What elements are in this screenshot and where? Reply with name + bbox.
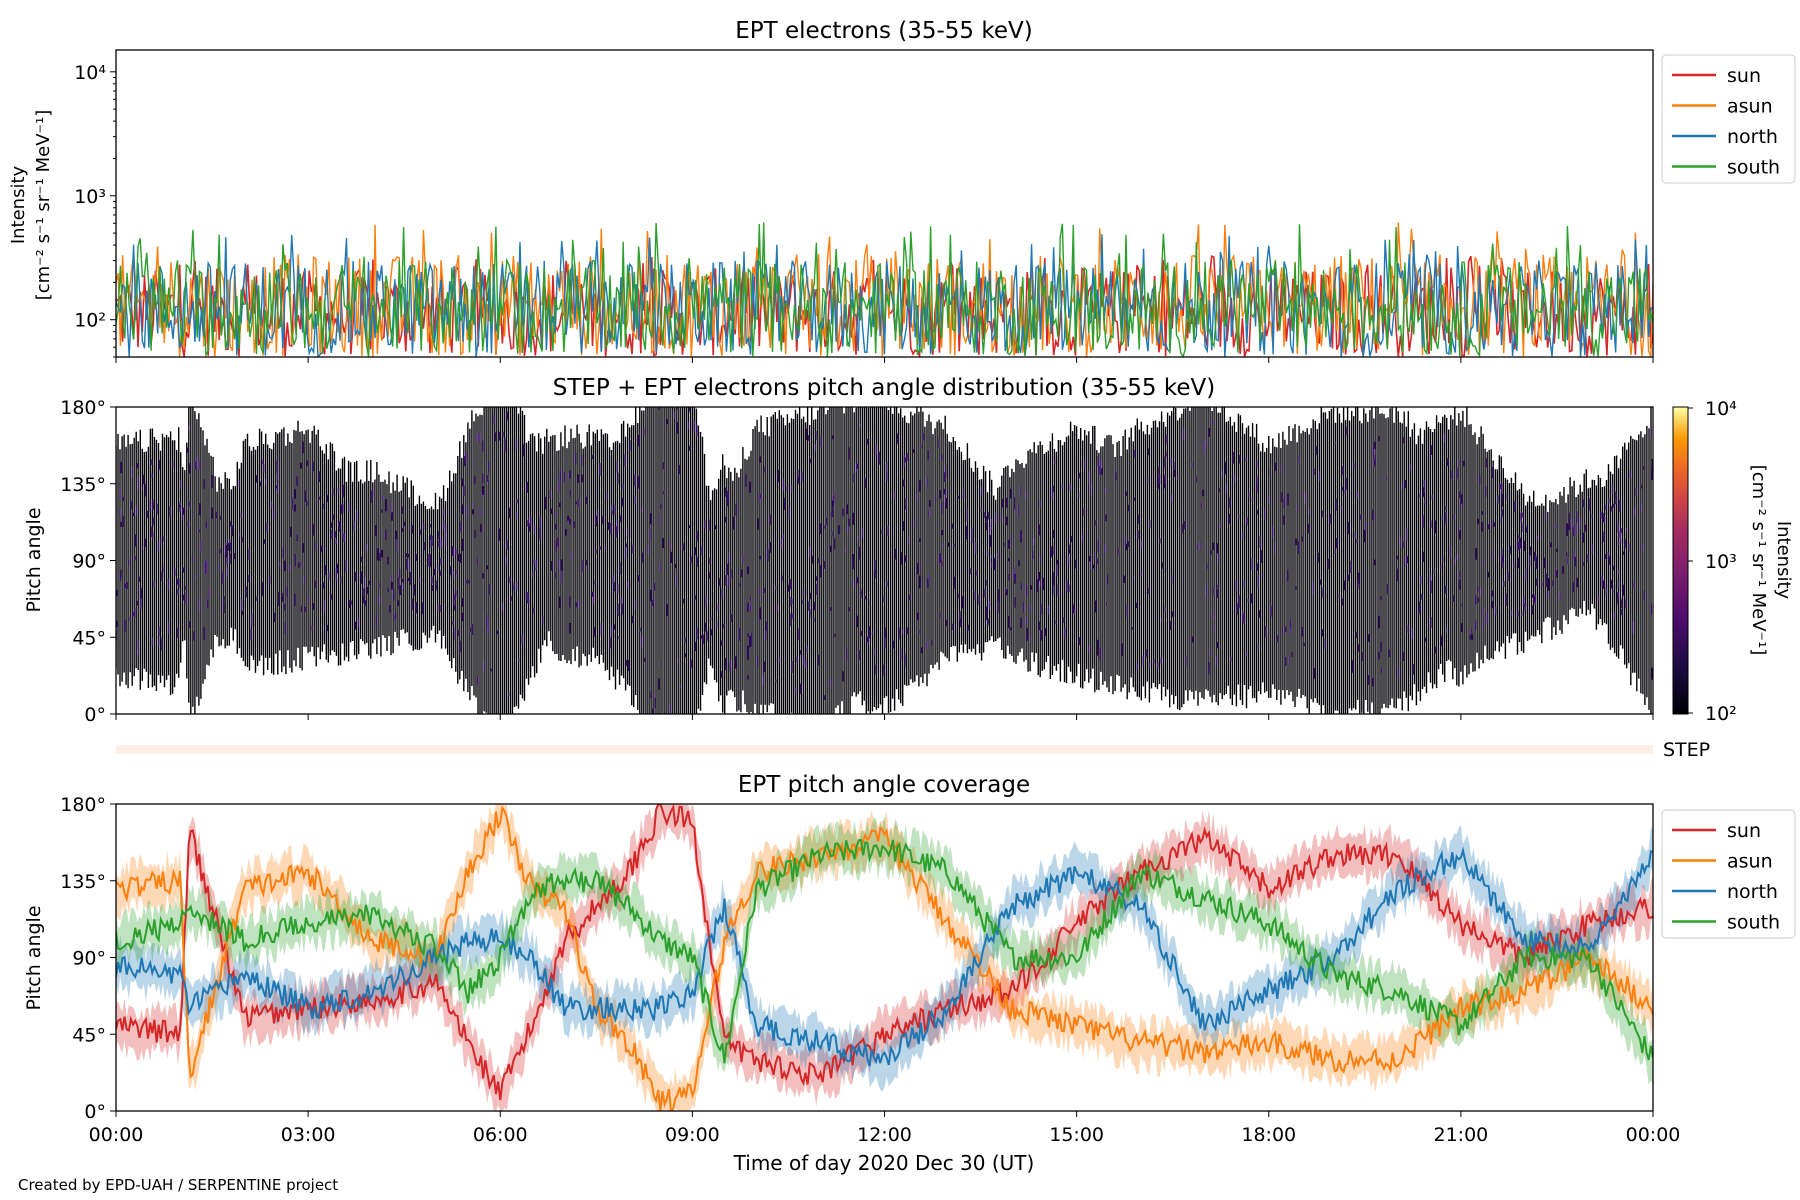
series-north-line — [116, 846, 1653, 1067]
x-axis-label: Time of day 2020 Dec 30 (UT) — [733, 1151, 1035, 1175]
panel1-ytick-label: 10⁴ — [74, 62, 106, 84]
colorbar-label: Intensity — [1773, 521, 1794, 600]
band-asun — [116, 804, 1653, 1111]
panel4-y-ticks: 0° 45° 90° 135° 180° — [60, 794, 116, 1123]
legend-label-asun: asun — [1727, 851, 1773, 873]
xtick-label: 09:00 — [665, 1124, 720, 1146]
series-north-line — [116, 234, 1653, 357]
panel1-ytick-label: 10³ — [74, 186, 106, 208]
step-coverage-bar — [116, 745, 1653, 754]
ytick-label: 135° — [60, 474, 106, 496]
xtick-label: 15:00 — [1049, 1124, 1104, 1146]
xtick-label: 18:00 — [1241, 1124, 1296, 1146]
step-label: STEP — [1663, 739, 1710, 761]
series-south-line — [116, 838, 1653, 1064]
colorbar-tick-top: 10⁴ — [1705, 398, 1737, 420]
colorbar — [1672, 406, 1689, 715]
panel1-y-ticks: 10² 10³ 10⁴ — [74, 62, 116, 358]
legend-label-sun: sun — [1727, 820, 1761, 842]
legend-label-south: south — [1727, 157, 1780, 179]
panel-ept-intensity: EPT electrons (35-55 keV) 10² 10³ 10⁴ Inte… — [8, 18, 1796, 358]
xtick-label: 00:00 — [89, 1124, 144, 1146]
ytick-label: 135° — [60, 871, 106, 893]
x-axis: 00:00 03:00 06:00 09:00 12:00 15:00 18:00 21:00… — [89, 357, 1681, 1146]
xtick-label: 12:00 — [857, 1124, 912, 1146]
xtick-label: 00:00 — [1626, 1124, 1681, 1146]
panel-step-strip: STEP — [116, 739, 1710, 761]
panel1-series — [116, 222, 1653, 357]
ytick-label: 45° — [72, 1024, 106, 1046]
ytick-label: 45° — [72, 627, 106, 649]
series-asun-line — [116, 805, 1653, 1111]
panel2-y-ticks: 0° 45° 90° 135° 180° — [60, 397, 116, 726]
band-north — [116, 825, 1653, 1092]
legend-box — [1661, 809, 1796, 939]
ytick-label: 0° — [84, 1101, 106, 1123]
heatmap-cells-purple — [116, 407, 1653, 714]
panel2-ylabel: Pitch angle — [23, 507, 45, 612]
legend-label-south: south — [1727, 912, 1780, 934]
panel1-ylabel-line1: Intensity — [8, 165, 29, 244]
ytick-label: 90° — [72, 551, 106, 573]
heatmap-cells — [116, 407, 1652, 714]
panel4-title: EPT pitch angle coverage — [738, 772, 1030, 798]
panel-ept-coverage: EPT pitch angle coverage 0° 45° 90° 135° 180… — [23, 772, 1796, 1123]
panel1-ylabel-line2: [cm⁻² s⁻¹ sr⁻¹ MeV⁻¹] — [33, 110, 54, 301]
ytick-label: 180° — [60, 794, 106, 816]
panel4-ylabel: Pitch angle — [23, 905, 45, 1010]
panel1-legend: sun asun north south — [1661, 54, 1796, 184]
xtick-label: 06:00 — [473, 1124, 528, 1146]
panel4-series — [116, 804, 1653, 1111]
panel4-legend: sun asun north south — [1661, 809, 1796, 939]
ytick-label: 0° — [84, 704, 106, 726]
panel1-title: EPT electrons (35-55 keV) — [735, 18, 1032, 44]
panel-pitch-angle-distribution: STEP + EPT electrons pitch angle distrib… — [23, 375, 1794, 726]
panel1-ytick-label: 10² — [74, 310, 106, 332]
ytick-label: 90° — [72, 948, 106, 970]
xtick-label: 03:00 — [281, 1124, 336, 1146]
colorbar-tick-bottom: 10² — [1705, 703, 1737, 725]
credit-text: Created by EPD-UAH / SERPENTINE project — [18, 1176, 339, 1194]
xtick-label: 21:00 — [1433, 1124, 1488, 1146]
colorbar-tick-mid: 10³ — [1705, 551, 1737, 573]
colorbar-unit: [cm⁻² s⁻¹ sr⁻¹ MeV⁻¹] — [1748, 465, 1769, 656]
legend-label-north: north — [1727, 126, 1778, 148]
band-sun — [116, 804, 1653, 1111]
legend-label-asun: asun — [1727, 96, 1773, 118]
ytick-label: 180° — [60, 397, 106, 419]
panel2-title: STEP + EPT electrons pitch angle distrib… — [553, 375, 1215, 401]
legend-label-sun: sun — [1727, 65, 1761, 87]
legend-label-north: north — [1727, 881, 1778, 903]
panel2-heatmap — [116, 407, 1653, 714]
series-south-line — [116, 222, 1653, 357]
legend-box — [1661, 54, 1796, 184]
series-sun-line — [116, 804, 1653, 1101]
